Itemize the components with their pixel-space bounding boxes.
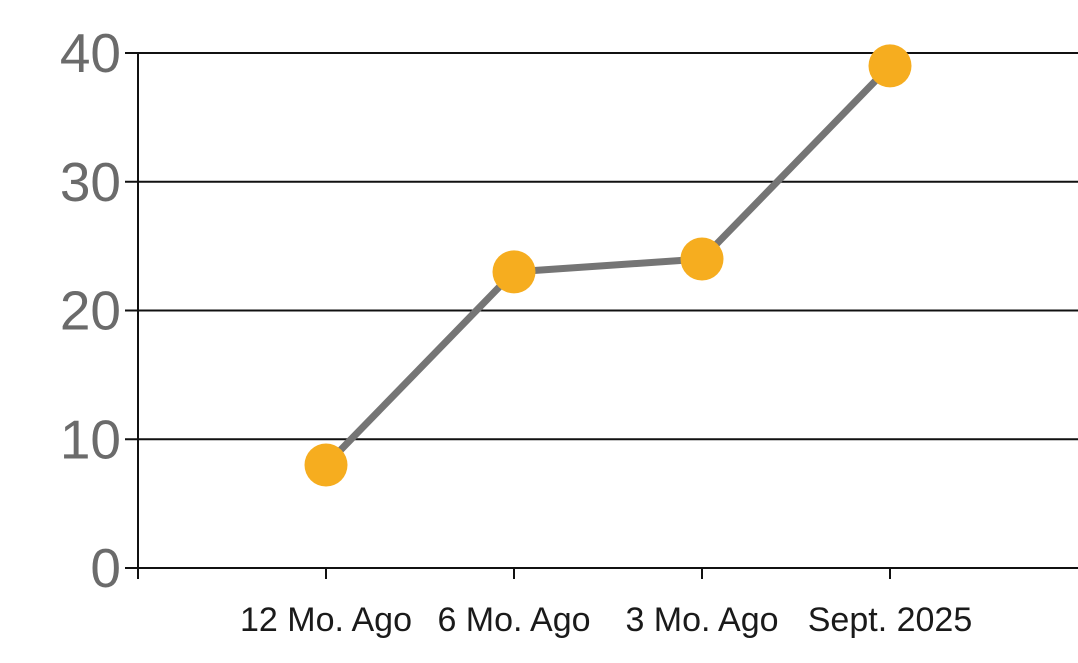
x-tick-label: 12 Mo. Ago xyxy=(240,601,412,639)
series-line xyxy=(323,63,893,468)
data-point xyxy=(680,237,724,281)
x-tick-label: 6 Mo. Ago xyxy=(437,601,590,639)
data-point xyxy=(868,44,912,88)
x-tick-label: Sept. 2025 xyxy=(808,601,972,639)
data-point xyxy=(304,443,348,487)
y-tick-label: 30 xyxy=(60,151,121,213)
x-tick-label: 3 Mo. Ago xyxy=(625,601,778,639)
y-tick-label: 40 xyxy=(60,22,121,84)
data-point xyxy=(492,250,536,294)
y-tick-label: 10 xyxy=(60,408,121,470)
y-tick-label: 0 xyxy=(90,537,121,599)
y-tick-label: 20 xyxy=(60,280,121,342)
